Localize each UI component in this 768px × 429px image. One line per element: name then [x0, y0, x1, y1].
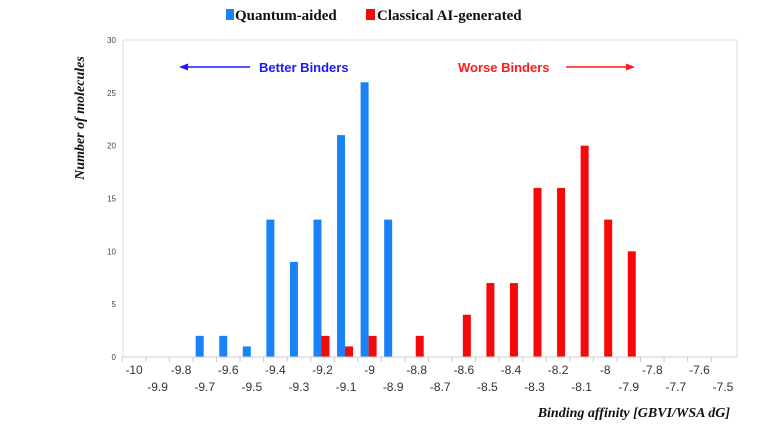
x-tick-label: -9.3 — [289, 380, 310, 394]
x-tick-label: -8.5 — [477, 380, 498, 394]
legend-swatch-quantum — [226, 9, 234, 20]
y-tick-label: 25 — [107, 89, 116, 98]
worse-binders-annotation: Worse Binders — [458, 60, 635, 75]
x-axis-title: Binding affinity [GBVI/WSA dG] — [537, 406, 731, 421]
x-tick-label: -7.6 — [689, 363, 710, 377]
legend: Quantum-aided Classical AI-generated — [226, 8, 522, 24]
better-binders-label: Better Binders — [259, 60, 349, 75]
classical-bar--8.5 — [486, 283, 495, 357]
classical-bar--8.3 — [533, 187, 542, 357]
y-axis-title: Number of molecules — [73, 56, 88, 181]
classical-bar--9.1 — [345, 346, 354, 357]
x-tick-label: -8.2 — [548, 363, 569, 377]
x-tick-label: -9.2 — [312, 363, 333, 377]
classical-bar--9.2 — [321, 335, 330, 357]
classical-bar--8.2 — [557, 187, 566, 357]
x-tick-label: -8.4 — [501, 363, 522, 377]
classical-bar--8 — [604, 219, 613, 357]
x-tick-label: -10 — [125, 363, 143, 377]
right-arrowhead-icon — [626, 63, 635, 71]
classical-bar--8.1 — [580, 145, 589, 357]
quantum-bar--9.6 — [219, 335, 228, 357]
quantum-bar--9.4 — [266, 219, 275, 357]
x-tick-label: -8.7 — [430, 380, 451, 394]
x-tick-label: -8.8 — [406, 363, 427, 377]
y-tick-label: 10 — [107, 247, 116, 256]
classical-bar--8.6 — [462, 314, 471, 357]
x-tick-label: -9.7 — [194, 380, 215, 394]
legend-label-classical: Classical AI-generated — [377, 8, 522, 24]
quantum-bar--9 — [360, 82, 369, 358]
plot-frame — [122, 39, 738, 358]
x-tick-label: -8 — [600, 363, 611, 377]
classical-bar--7.9 — [627, 251, 636, 357]
x-tick-label: -8.3 — [524, 380, 545, 394]
x-tick-label: -7.7 — [666, 380, 687, 394]
y-tick-label: 20 — [107, 142, 116, 151]
quantum-bar--9.1 — [337, 135, 346, 357]
x-tick-label: -7.9 — [618, 380, 639, 394]
x-tick-label: -8.9 — [383, 380, 404, 394]
better-binders-annotation: Better Binders — [179, 60, 349, 75]
x-tick-label: -9.9 — [147, 380, 168, 394]
classical-bar--8.4 — [509, 283, 518, 357]
y-tick-label: 15 — [107, 195, 116, 204]
quantum-bar--9.3 — [289, 261, 298, 357]
classical-bar--8.8 — [415, 335, 424, 357]
left-arrowhead-icon — [179, 63, 188, 71]
legend-swatch-classical — [366, 9, 375, 20]
quantum-bar--9.7 — [195, 335, 204, 357]
x-tick-label: -9 — [364, 363, 375, 377]
quantum-bar--9.5 — [242, 346, 251, 357]
x-tick-label: -7.8 — [642, 363, 663, 377]
worse-binders-label: Worse Binders — [458, 60, 550, 75]
x-tick-label: -8.6 — [453, 363, 474, 377]
x-tick-label: -9.4 — [265, 363, 286, 377]
x-tick-label: -9.6 — [218, 363, 239, 377]
y-tick-label: 30 — [107, 36, 116, 45]
x-tick-label: -9.8 — [171, 363, 192, 377]
x-tick-label: -8.1 — [571, 380, 592, 394]
y-tick-label: 0 — [112, 353, 117, 362]
x-tick-label: -9.5 — [241, 380, 262, 394]
legend-label-quantum: Quantum-aided — [235, 8, 337, 24]
quantum-bar--9.2 — [313, 219, 322, 357]
classical-bar--9 — [368, 335, 377, 357]
x-tick-label: -9.1 — [336, 380, 357, 394]
quantum-bar--8.9 — [384, 219, 393, 357]
x-tick-label: -7.5 — [713, 380, 734, 394]
y-tick-label: 5 — [112, 300, 117, 309]
